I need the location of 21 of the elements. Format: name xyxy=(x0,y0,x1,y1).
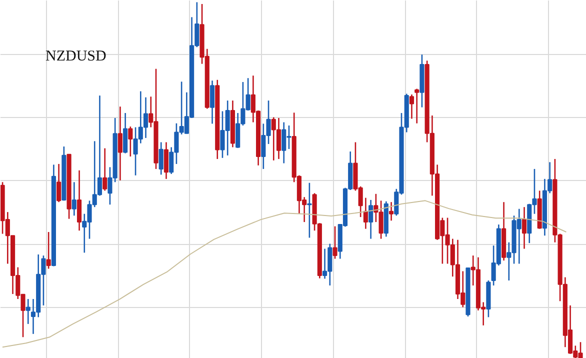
candlestick xyxy=(332,226,338,260)
candlestick xyxy=(388,201,394,222)
candlestick xyxy=(368,199,374,240)
candlestick xyxy=(522,206,527,250)
candlestick xyxy=(102,148,108,192)
candlestick xyxy=(123,112,128,154)
candlestick xyxy=(158,142,164,176)
candlestick xyxy=(76,170,82,232)
candlestick xyxy=(307,182,312,238)
text: NZDUSD xyxy=(46,48,106,64)
candlestick xyxy=(414,88,420,124)
candlestick xyxy=(210,80,215,124)
candlestick xyxy=(128,126,133,158)
candlestick xyxy=(363,197,368,230)
candlestick xyxy=(164,142,169,180)
candlestick xyxy=(46,231,51,270)
candlestick xyxy=(26,298,30,325)
candlestick xyxy=(118,106,122,182)
candlestick xyxy=(72,181,76,216)
candlestick xyxy=(409,94,414,120)
candlestick xyxy=(56,163,62,203)
